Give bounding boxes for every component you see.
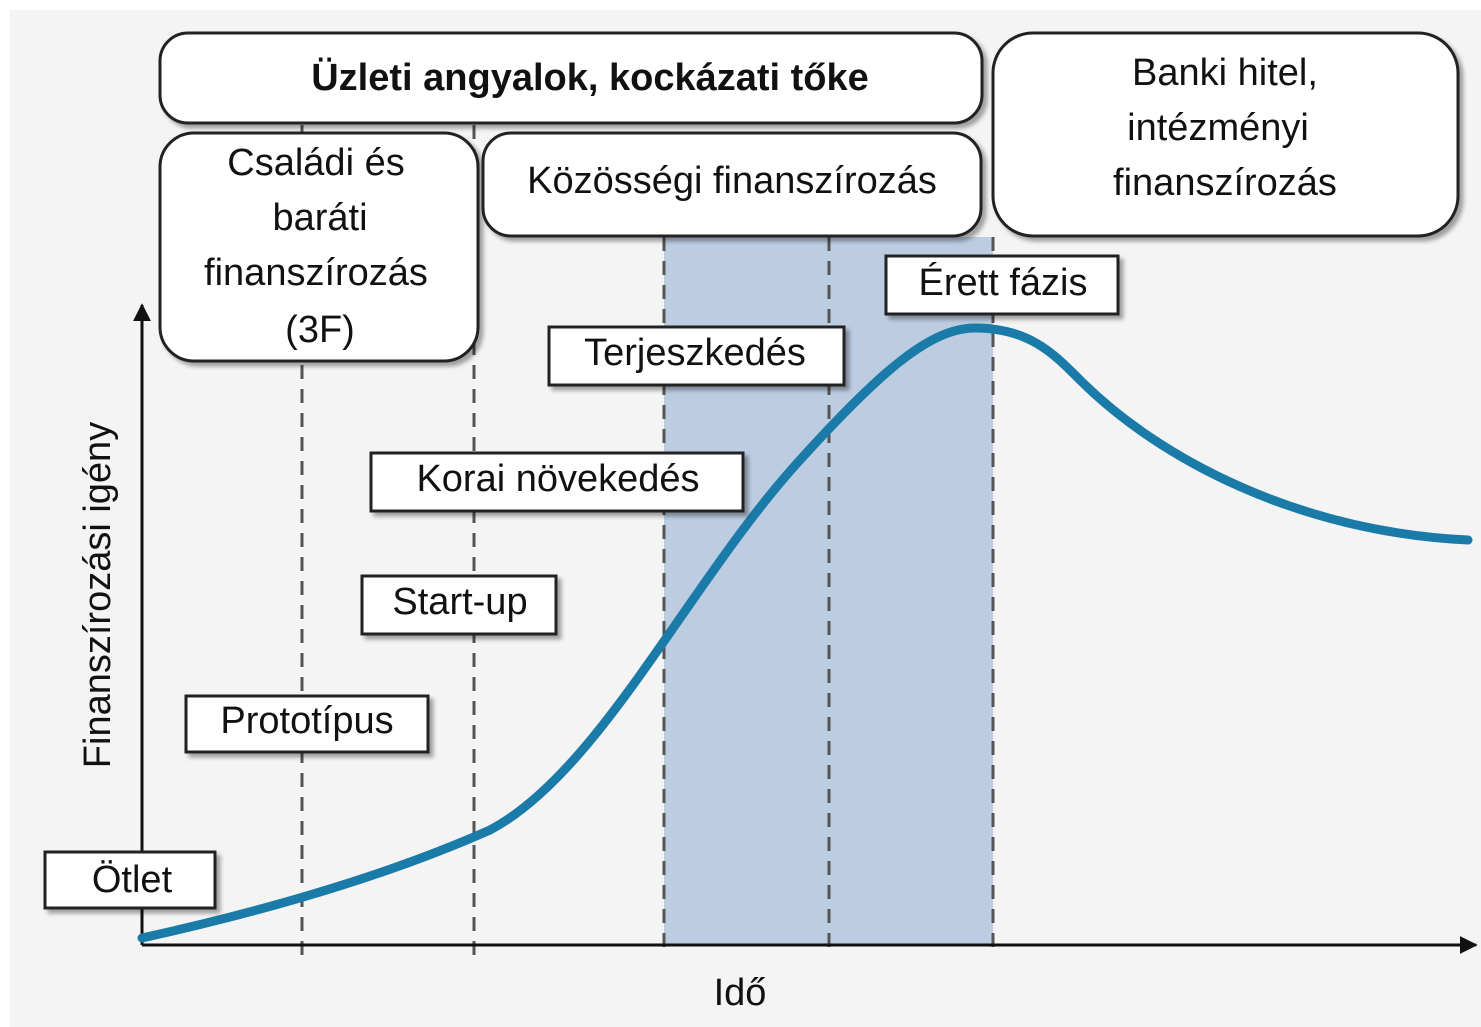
dashed-lines [300,125,995,955]
stage-label: Terjeszkedés [584,332,806,374]
funding-label: Közösségi finanszírozás [527,160,937,202]
funding-label: intézményi [1127,107,1309,149]
stage-label: Prototípus [220,700,393,742]
demand-curve [137,323,1473,943]
funding-label: (3F) [285,309,355,351]
funding-label: finanszírozás [1113,162,1337,204]
funding-box [481,131,983,238]
funding-box [158,31,984,125]
stage-label: Korai növekedés [416,458,699,500]
stage-box [884,254,1120,316]
funding-box [991,31,1460,238]
funding-label: Üzleti angyalok, kockázati tőke [311,56,869,99]
funding-label: baráti [272,197,367,239]
stage-box [369,451,745,513]
stage-box [360,574,558,636]
stage-box [547,325,846,387]
stage-label: Ötlet [92,859,173,901]
stage-label: Érett fázis [919,261,1088,304]
funding-boxes: Üzleti angyalok, kockázati tőke Családi … [158,31,1460,363]
funding-label: Banki hitel, [1132,52,1318,94]
funding-label: finanszírozás [204,252,428,294]
stage-box [43,850,217,910]
stage-box [184,694,430,754]
y-axis-label: Finanszírozási igény [77,422,119,768]
x-axis-label: Idő [714,972,767,1014]
funding-label: Családi és [227,142,404,184]
stage-label: Start-up [392,581,527,623]
stage-boxes: Ötlet Prototípus Start-up Korai növekedé… [43,254,1120,910]
funding-box [158,131,480,363]
